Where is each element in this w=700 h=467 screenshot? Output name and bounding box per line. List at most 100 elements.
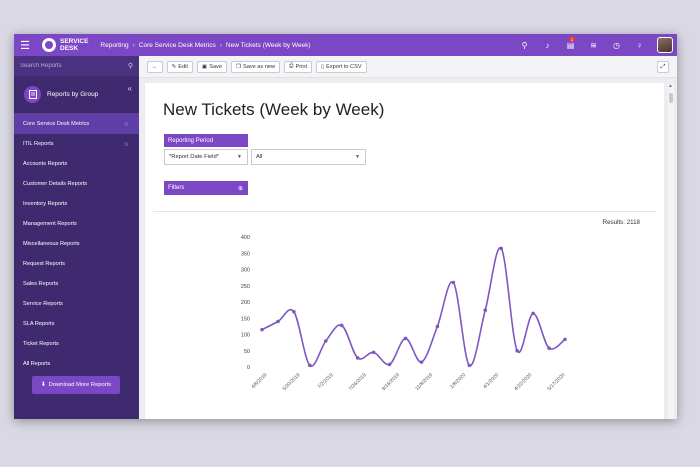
group-header: Reports by Group « — [14, 76, 139, 114]
top-bar: ☰ SERVICE DESK Reporting › Core Service … — [14, 34, 677, 56]
top-icons: ⚲ ♪ ▤ 1 ≋ ◷ ♀ — [513, 34, 677, 56]
data-point[interactable] — [531, 311, 535, 316]
logo[interactable]: SERVICE DESK — [42, 38, 88, 52]
sidebar-item-label: Accounts Reports — [23, 161, 68, 167]
data-point[interactable] — [260, 327, 264, 332]
data-point[interactable] — [355, 356, 360, 360]
print-button[interactable]: ⎙ Print — [284, 60, 313, 73]
sidebar-item-label: SLA Reports — [23, 321, 55, 327]
x-tick-label: 7/26/2019 — [348, 372, 368, 392]
filters-button[interactable]: Filters ⊕ — [164, 181, 248, 195]
chevron-down-icon: ▼ — [237, 154, 242, 160]
data-point[interactable] — [308, 363, 312, 368]
data-point[interactable] — [339, 323, 344, 328]
pin-icon[interactable]: ☆ — [123, 121, 129, 128]
data-point[interactable] — [403, 336, 408, 341]
scrollbar[interactable]: ▲ — [668, 83, 674, 419]
filters-label: Filters — [168, 185, 185, 191]
document-icon — [24, 86, 41, 103]
search-icon[interactable]: ⚲ — [127, 63, 133, 70]
sidebar-item-label: Sales Reports — [23, 281, 59, 287]
sidebar-item[interactable]: Service Reports — [14, 294, 139, 314]
avatar[interactable] — [657, 37, 673, 53]
toolbar: ← ✎ Edit ▣ Save ❐ Save as new ⎙ Print ▯ Expor… — [139, 56, 677, 78]
feed-icon[interactable]: ≋ — [590, 40, 597, 50]
collapse-icon[interactable]: « — [127, 84, 132, 93]
download-label: Download More Reports — [48, 382, 112, 388]
sidebar-item[interactable]: SLA Reports — [14, 314, 139, 334]
data-point[interactable] — [323, 339, 328, 343]
sidebar-item[interactable]: Inventory Reports — [14, 194, 139, 214]
pin-icon[interactable]: ☆ — [123, 141, 129, 148]
data-point[interactable] — [292, 309, 296, 314]
save-as-new-button[interactable]: ❐ Save as new — [230, 60, 281, 73]
logo-line1: SERVICE — [60, 38, 89, 45]
search-input[interactable] — [20, 63, 120, 69]
sidebar-item-label: Ticket Reports — [23, 341, 59, 347]
data-point[interactable] — [276, 319, 280, 324]
data-point[interactable] — [371, 350, 376, 355]
edit-button[interactable]: ✎ Edit — [166, 60, 193, 73]
sidebar-nav: Core Service Desk Metrics ☆ ITIL Reports ☆ A… — [14, 114, 139, 374]
y-tick-label: 150 — [241, 316, 250, 322]
sidebar-search: ⚲ — [14, 56, 139, 76]
data-point[interactable] — [387, 362, 392, 367]
scroll-thumb[interactable] — [669, 93, 673, 103]
sidebar-item-label: Service Reports — [23, 301, 63, 307]
period-value: All — [256, 154, 263, 160]
data-point[interactable] — [547, 346, 551, 350]
sidebar-item[interactable]: Accounts Reports — [14, 154, 139, 174]
file-icon: ▯ — [321, 63, 325, 70]
save-label: Save — [209, 63, 222, 70]
save-as-new-label: Save as new — [242, 63, 276, 70]
data-point[interactable] — [515, 348, 519, 353]
sidebar-item[interactable]: Miscellaneous Reports — [14, 234, 139, 254]
plus-icon: ⊕ — [237, 185, 243, 192]
sidebar-item-label: Request Reports — [23, 261, 65, 267]
y-tick-label: 400 — [241, 235, 250, 241]
series-line — [261, 247, 566, 367]
clipboard-icon[interactable]: ▤ 1 — [566, 36, 575, 50]
breadcrumb-reporting[interactable]: Reporting — [100, 41, 129, 49]
sidebar-item[interactable]: Request Reports — [14, 254, 139, 274]
data-point[interactable] — [451, 280, 456, 285]
data-point[interactable] — [435, 324, 440, 329]
export-csv-button[interactable]: ▯ Export to CSV — [316, 60, 367, 73]
sidebar-item[interactable]: Sales Reports — [14, 274, 139, 294]
scroll-up-icon[interactable]: ▲ — [668, 83, 673, 89]
download-more-button[interactable]: ⬇ Download More Reports — [32, 376, 120, 394]
data-point[interactable] — [419, 360, 424, 364]
y-tick-label: 350 — [241, 251, 250, 257]
breadcrumb-core-metrics[interactable]: Core Service Desk Metrics — [138, 41, 216, 49]
divider — [153, 211, 656, 212]
sidebar-item[interactable]: Core Service Desk Metrics ☆ — [14, 114, 139, 134]
x-tick-label: 4/1/2020 — [482, 372, 500, 390]
lightbulb-icon[interactable]: ♀ — [636, 40, 643, 50]
copy-icon: ❐ — [235, 63, 241, 70]
sidebar-item[interactable]: Customer Details Reports — [14, 174, 139, 194]
data-point[interactable] — [483, 308, 488, 312]
bell-icon[interactable]: ♪ — [545, 40, 550, 50]
date-field-select[interactable]: *Report Date Field* ▼ — [164, 149, 248, 165]
data-point[interactable] — [467, 363, 472, 368]
sidebar-item[interactable]: ITIL Reports ☆ — [14, 134, 139, 154]
expand-icon[interactable]: ⤢ — [657, 61, 669, 73]
sidebar-item-label: Customer Details Reports — [23, 181, 88, 187]
reporting-period-label: Reporting Period — [164, 134, 248, 147]
sidebar-item[interactable]: All Reports — [14, 354, 139, 374]
back-button[interactable]: ← — [147, 60, 163, 73]
sidebar-item[interactable]: Management Reports — [14, 214, 139, 234]
x-tick-label: 5/17/2020 — [546, 372, 566, 392]
menu-icon[interactable]: ☰ — [20, 39, 30, 52]
chevron-down-icon: ▼ — [355, 154, 360, 160]
sidebar: ⚲ Reports by Group « Core Service Desk M… — [14, 56, 139, 419]
data-point[interactable] — [499, 246, 504, 251]
sidebar-item[interactable]: Ticket Reports — [14, 334, 139, 354]
print-icon: ⎙ — [289, 63, 294, 69]
period-select[interactable]: All ▼ — [251, 149, 366, 165]
data-point[interactable] — [563, 337, 567, 342]
search-icon[interactable]: ⚲ — [521, 40, 528, 50]
clock-icon[interactable]: ◷ — [613, 40, 620, 50]
breadcrumb-current: New Tickets (Week by Week) — [225, 41, 311, 49]
save-button[interactable]: ▣ Save — [196, 60, 227, 73]
